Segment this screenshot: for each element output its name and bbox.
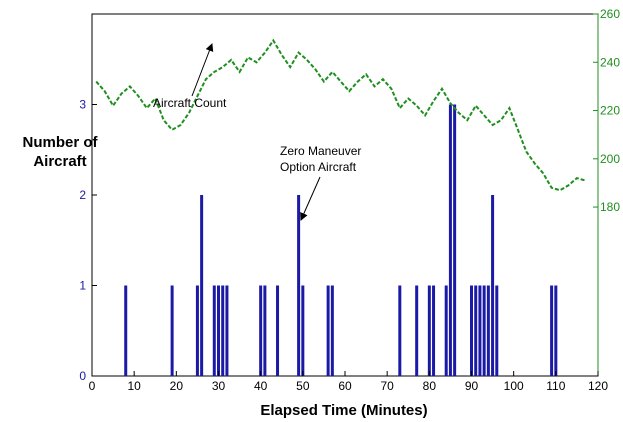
bar xyxy=(486,285,490,376)
bar xyxy=(491,195,495,376)
bar xyxy=(195,285,199,376)
bar xyxy=(453,104,457,376)
annotation-aircraft-count: Aircraft Count xyxy=(153,96,227,110)
plot-area-frame xyxy=(91,13,599,377)
annotation-zero-maneuver-line2: Option Aircraft xyxy=(280,160,357,174)
bar xyxy=(482,285,486,376)
bar xyxy=(221,285,225,376)
annotation-arrow-aircraft-count xyxy=(191,43,214,97)
bar xyxy=(259,285,263,376)
x-axis-ticks: 0 10 20 30 40 50 60 70 80 90 100 110 120 xyxy=(89,371,608,393)
bar xyxy=(432,285,436,376)
x-tick-label: 10 xyxy=(127,379,141,393)
bar xyxy=(554,285,558,376)
y-axis-label-line1: Number of xyxy=(23,134,99,151)
x-tick-label: 40 xyxy=(254,379,268,393)
x-tick-label: 100 xyxy=(504,379,524,393)
y-tick-label: 1 xyxy=(79,279,86,293)
annotation-arrow-zero-maneuver xyxy=(300,176,321,221)
bar xyxy=(478,285,482,376)
y-tick-label: 3 xyxy=(79,98,86,112)
x-tick-label: 70 xyxy=(380,379,394,393)
bar xyxy=(124,285,128,376)
bar xyxy=(444,285,448,376)
x-tick-label: 50 xyxy=(296,379,310,393)
x-tick-label: 120 xyxy=(588,379,608,393)
x-tick-label: 90 xyxy=(465,379,479,393)
bar xyxy=(200,195,204,376)
bar-series-zero-maneuver xyxy=(124,104,558,376)
bar xyxy=(398,285,402,376)
y2-tick-label: 240 xyxy=(600,55,620,69)
x-tick-label: 80 xyxy=(423,379,437,393)
bar xyxy=(297,195,301,376)
x-axis-label: Elapsed Time (Minutes) xyxy=(260,402,427,419)
y2-tick-label: 260 xyxy=(600,7,620,21)
x-tick-label: 60 xyxy=(338,379,352,393)
bar xyxy=(330,285,334,376)
y-tick-label: 2 xyxy=(79,188,86,202)
left-y-axis-ticks: 0 1 2 3 xyxy=(79,98,97,383)
bar xyxy=(217,285,220,376)
x-tick-label: 20 xyxy=(170,379,184,393)
bar xyxy=(326,285,330,376)
y2-tick-label: 200 xyxy=(600,152,620,166)
bar xyxy=(427,285,431,376)
bar xyxy=(415,285,419,376)
bar xyxy=(470,285,473,376)
bar xyxy=(550,285,554,376)
bar xyxy=(474,285,478,376)
bar xyxy=(495,285,499,376)
y2-tick-label: 220 xyxy=(600,104,620,118)
right-y-axis-ticks: 180 200 220 240 260 xyxy=(593,7,620,214)
bar xyxy=(170,285,174,376)
y2-tick-label: 180 xyxy=(600,200,620,214)
y-tick-label: 0 xyxy=(79,369,86,383)
bar xyxy=(225,285,229,376)
x-tick-label: 0 xyxy=(89,379,96,393)
bar xyxy=(448,104,452,376)
x-tick-label: 110 xyxy=(546,379,565,393)
x-tick-label: 30 xyxy=(212,379,226,393)
bar xyxy=(276,285,280,376)
bar xyxy=(263,285,267,376)
annotation-zero-maneuver-line1: Zero Maneuver xyxy=(280,144,361,158)
aircraft-count-line xyxy=(95,38,586,192)
y-axis-label-line2: Aircraft xyxy=(33,153,86,170)
bar xyxy=(212,285,216,376)
bar xyxy=(301,285,305,376)
